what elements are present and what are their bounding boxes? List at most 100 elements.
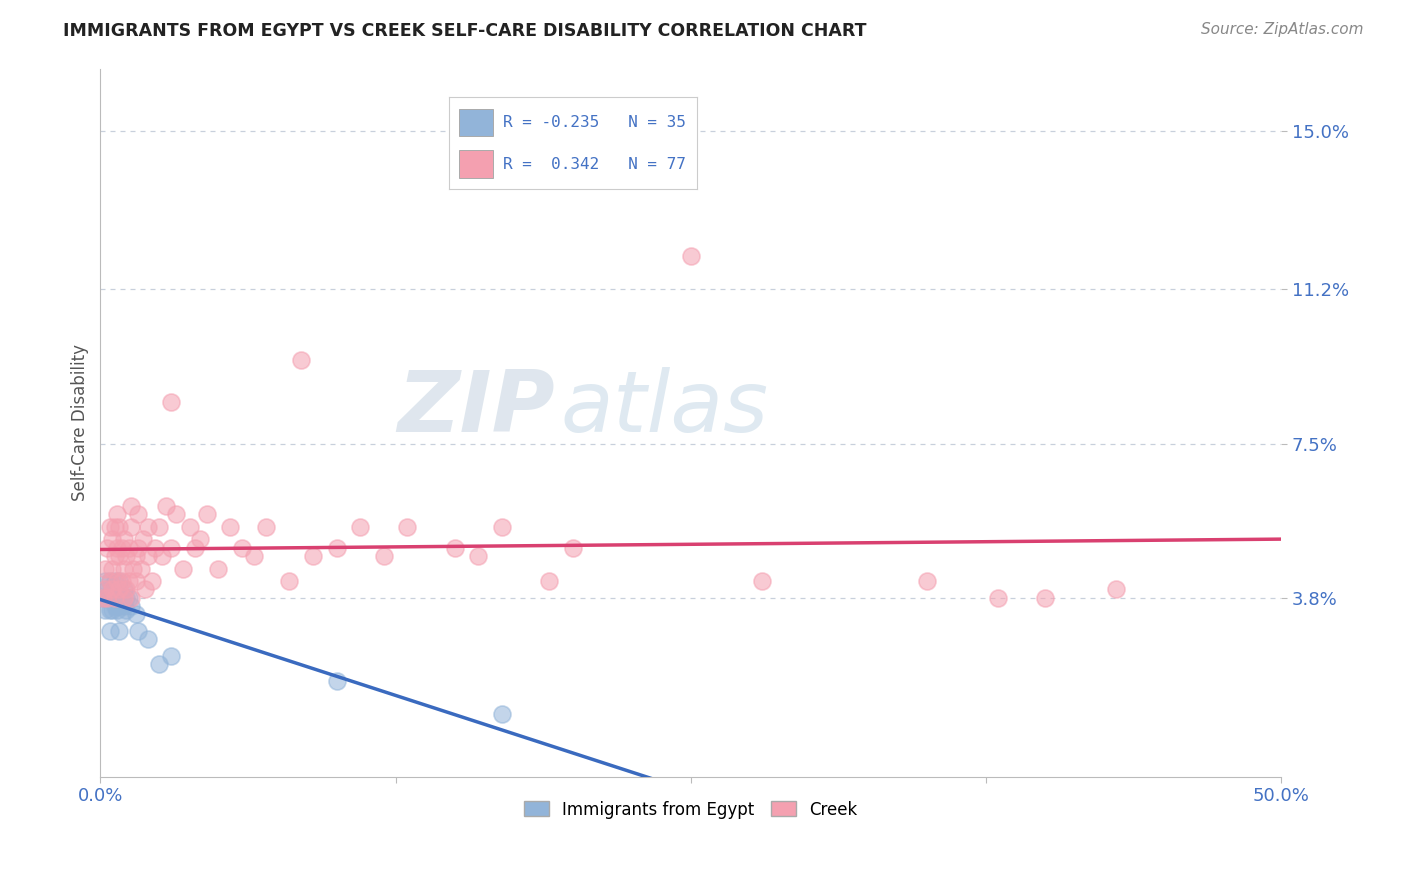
Point <box>101 603 124 617</box>
Point <box>160 648 183 663</box>
Point <box>105 574 128 588</box>
Point <box>98 574 121 588</box>
Point <box>751 574 773 588</box>
Point <box>96 591 118 605</box>
Point <box>136 549 159 563</box>
Point <box>1033 591 1056 605</box>
Point <box>103 549 125 563</box>
Point <box>125 574 148 588</box>
Point <box>103 599 125 613</box>
Point <box>94 582 117 597</box>
Point <box>101 533 124 547</box>
Point <box>96 582 118 597</box>
Point <box>98 603 121 617</box>
Point <box>94 603 117 617</box>
Point <box>172 561 194 575</box>
Point <box>112 599 135 613</box>
Text: Source: ZipAtlas.com: Source: ZipAtlas.com <box>1201 22 1364 37</box>
Point <box>105 603 128 617</box>
Text: ZIP: ZIP <box>398 367 555 450</box>
Point <box>188 533 211 547</box>
Point <box>538 574 561 588</box>
Point <box>118 541 141 555</box>
Point <box>108 599 131 613</box>
Point <box>160 395 183 409</box>
Point <box>115 603 138 617</box>
Point <box>103 520 125 534</box>
Point <box>179 520 201 534</box>
Point <box>105 541 128 555</box>
Point <box>94 574 117 588</box>
Point <box>148 520 170 534</box>
Point <box>103 591 125 605</box>
Point <box>219 520 242 534</box>
Point <box>132 533 155 547</box>
Point <box>120 599 142 613</box>
Point <box>136 632 159 647</box>
Point <box>125 607 148 622</box>
Point <box>108 520 131 534</box>
Point <box>110 607 132 622</box>
Point <box>115 582 138 597</box>
Point <box>108 549 131 563</box>
Point <box>108 624 131 638</box>
Point <box>112 533 135 547</box>
Point <box>125 549 148 563</box>
Point <box>325 541 347 555</box>
Point <box>396 520 419 534</box>
Point <box>101 582 124 597</box>
Point <box>302 549 325 563</box>
Point <box>915 574 938 588</box>
Point <box>373 549 395 563</box>
Point <box>103 574 125 588</box>
Point <box>108 582 131 597</box>
Point <box>120 520 142 534</box>
Point <box>987 591 1010 605</box>
Point <box>118 574 141 588</box>
Point <box>134 582 156 597</box>
Point <box>112 582 135 597</box>
Point <box>118 591 141 605</box>
Point <box>108 574 131 588</box>
Point <box>101 561 124 575</box>
Point <box>120 591 142 605</box>
Point <box>349 520 371 534</box>
Point <box>278 574 301 588</box>
Point <box>129 561 152 575</box>
Point <box>1105 582 1128 597</box>
Point <box>127 541 149 555</box>
Point <box>127 624 149 638</box>
Point <box>290 353 312 368</box>
Point <box>160 541 183 555</box>
Point <box>96 541 118 555</box>
Text: atlas: atlas <box>561 367 769 450</box>
Point <box>254 520 277 534</box>
Point <box>96 591 118 605</box>
Point <box>105 508 128 522</box>
Point <box>561 541 583 555</box>
Point <box>110 574 132 588</box>
Point <box>91 591 114 605</box>
Point <box>91 591 114 605</box>
Point <box>184 541 207 555</box>
Point <box>115 549 138 563</box>
Point <box>110 591 132 605</box>
Point <box>243 549 266 563</box>
Point <box>105 582 128 597</box>
Point <box>148 657 170 672</box>
Point <box>443 541 465 555</box>
Point <box>467 549 489 563</box>
Point <box>115 591 138 605</box>
Point <box>98 520 121 534</box>
Point <box>195 508 218 522</box>
Text: IMMIGRANTS FROM EGYPT VS CREEK SELF-CARE DISABILITY CORRELATION CHART: IMMIGRANTS FROM EGYPT VS CREEK SELF-CARE… <box>63 22 866 40</box>
Point <box>141 574 163 588</box>
Point <box>136 520 159 534</box>
Point <box>112 591 135 605</box>
Y-axis label: Self-Care Disability: Self-Care Disability <box>72 344 89 501</box>
Point <box>94 561 117 575</box>
Point <box>155 499 177 513</box>
Point <box>120 499 142 513</box>
Point <box>101 582 124 597</box>
Point <box>101 591 124 605</box>
